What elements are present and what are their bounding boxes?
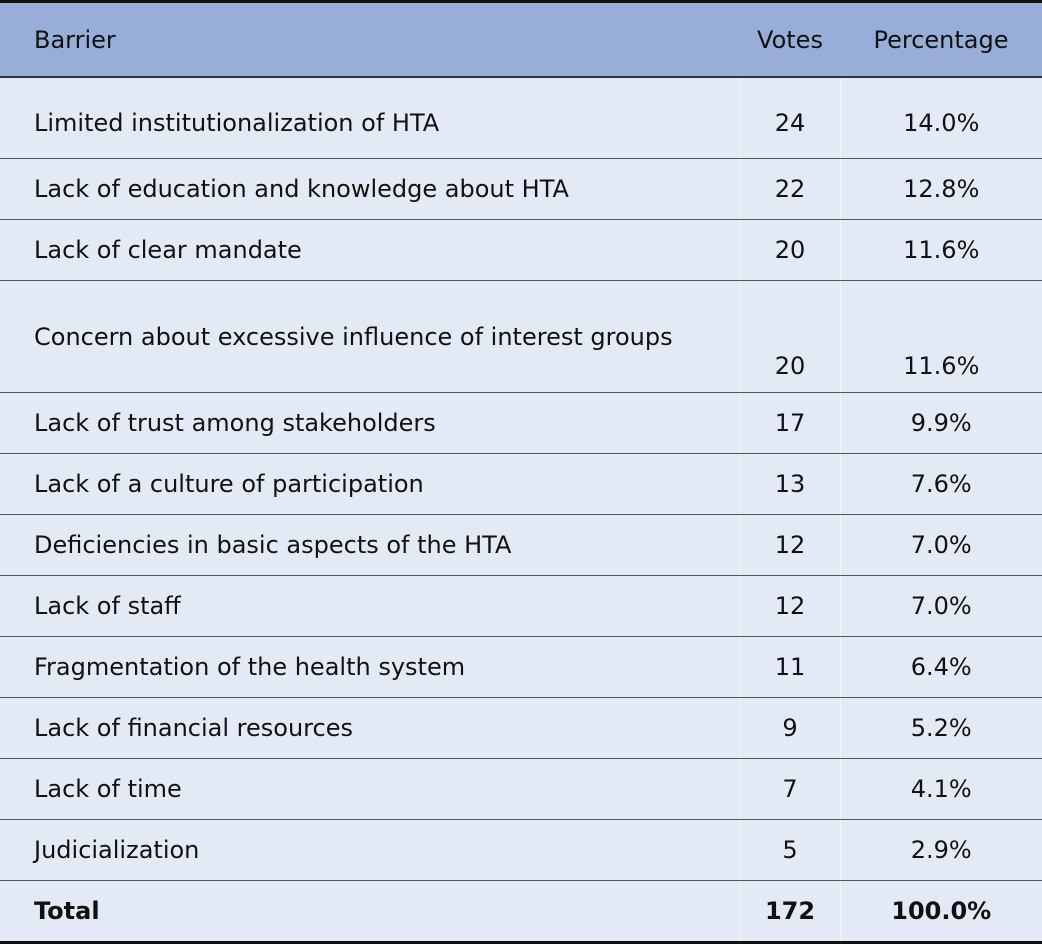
barrier-text: Judicialization bbox=[34, 836, 200, 864]
votes-cell: 20 bbox=[739, 219, 840, 281]
barrier-cell: Lack of a culture of participation bbox=[0, 453, 740, 515]
percentage-cell: 14.0% bbox=[839, 77, 1042, 159]
barrier-cell: Lack of trust among stakeholders bbox=[0, 392, 740, 454]
votes-cell: 22 bbox=[739, 158, 840, 220]
percentage-cell: 7.0% bbox=[839, 514, 1042, 576]
percentage-cell: 7.0% bbox=[839, 575, 1042, 637]
percentage-cell: 2.9% bbox=[839, 819, 1042, 881]
table-row: Lack of trust among stakeholders 17 9.9% bbox=[0, 392, 1042, 454]
header-percentage: Percentage bbox=[840, 3, 1042, 78]
table-row: Limited institutionalization of HTA 24 14.… bbox=[0, 77, 1042, 159]
total-row: Total 172 100.0% bbox=[0, 880, 1042, 944]
percentage-cell: 7.6% bbox=[839, 453, 1042, 515]
votes-cell: 17 bbox=[739, 392, 840, 454]
votes-cell: 7 bbox=[739, 758, 840, 820]
header-barrier: Barrier bbox=[0, 3, 740, 78]
barrier-text: Concern about excessive influence of int… bbox=[34, 322, 673, 351]
barriers-table: Barrier Votes Percentage Limited institu… bbox=[0, 3, 1042, 944]
votes-cell: 12 bbox=[739, 514, 840, 576]
percentage-cell: 6.4% bbox=[839, 636, 1042, 698]
header-row: Barrier Votes Percentage bbox=[0, 3, 1042, 78]
barrier-cell: Lack of staff bbox=[0, 575, 740, 637]
barrier-text: Limited institutionalization of HTA bbox=[34, 109, 440, 137]
barrier-text: Lack of clear mandate bbox=[34, 236, 302, 264]
barrier-cell: Lack of financial resources bbox=[0, 697, 740, 759]
percentage-cell: 4.1% bbox=[839, 758, 1042, 820]
barrier-text: Lack of trust among stakeholders bbox=[34, 409, 436, 437]
table-row: Lack of clear mandate 20 11.6% bbox=[0, 219, 1042, 281]
table-row: Lack of financial resources 9 5.2% bbox=[0, 697, 1042, 759]
table-row: Lack of education and knowledge about HT… bbox=[0, 158, 1042, 220]
barrier-text: Lack of a culture of participation bbox=[34, 470, 424, 498]
votes-cell: 5 bbox=[739, 819, 840, 881]
percentage-cell: 11.6% bbox=[839, 219, 1042, 281]
votes-cell: 11 bbox=[739, 636, 840, 698]
total-percentage: 100.0% bbox=[839, 880, 1042, 944]
table-row: Judicialization 5 2.9% bbox=[0, 819, 1042, 881]
barrier-cell: Limited institutionalization of HTA bbox=[0, 77, 740, 159]
barrier-cell: Deficiencies in basic aspects of the HTA bbox=[0, 514, 740, 576]
percentage-cell: 12.8% bbox=[839, 158, 1042, 220]
votes-cell: 9 bbox=[739, 697, 840, 759]
table-row: Deficiencies in basic aspects of the HTA… bbox=[0, 514, 1042, 576]
votes-cell: 20 bbox=[739, 280, 840, 393]
barrier-text: Lack of financial resources bbox=[34, 714, 353, 742]
table-row: Concern about excessive influence of int… bbox=[0, 280, 1042, 393]
barrier-cell: Concern about excessive influence of int… bbox=[0, 280, 740, 393]
barrier-text: Lack of staff bbox=[34, 592, 181, 620]
top-rule bbox=[0, 0, 1042, 3]
barrier-cell: Fragmentation of the health system bbox=[0, 636, 740, 698]
barrier-cell: Lack of time bbox=[0, 758, 740, 820]
barrier-text: Deficiencies in basic aspects of the HTA bbox=[34, 531, 512, 559]
percentage-cell: 9.9% bbox=[839, 392, 1042, 454]
votes-cell: 13 bbox=[739, 453, 840, 515]
barrier-text: Lack of time bbox=[34, 775, 182, 803]
barrier-text: Fragmentation of the health system bbox=[34, 653, 466, 681]
table-row: Fragmentation of the health system 11 6.4% bbox=[0, 636, 1042, 698]
table-row: Lack of staff 12 7.0% bbox=[0, 575, 1042, 637]
table-row: Lack of time 7 4.1% bbox=[0, 758, 1042, 820]
total-votes: 172 bbox=[739, 880, 840, 944]
barrier-cell: Judicialization bbox=[0, 819, 740, 881]
barrier-text: Lack of education and knowledge about HT… bbox=[34, 175, 569, 203]
header-votes: Votes bbox=[740, 3, 840, 78]
barrier-cell: Lack of clear mandate bbox=[0, 219, 740, 281]
votes-cell: 12 bbox=[739, 575, 840, 637]
percentage-cell: 11.6% bbox=[839, 280, 1042, 393]
votes-cell: 24 bbox=[739, 77, 840, 159]
total-label: Total bbox=[0, 880, 740, 944]
table-row: Lack of a culture of participation 13 7.6% bbox=[0, 453, 1042, 515]
barrier-cell: Lack of education and knowledge about HT… bbox=[0, 158, 740, 220]
percentage-cell: 5.2% bbox=[839, 697, 1042, 759]
